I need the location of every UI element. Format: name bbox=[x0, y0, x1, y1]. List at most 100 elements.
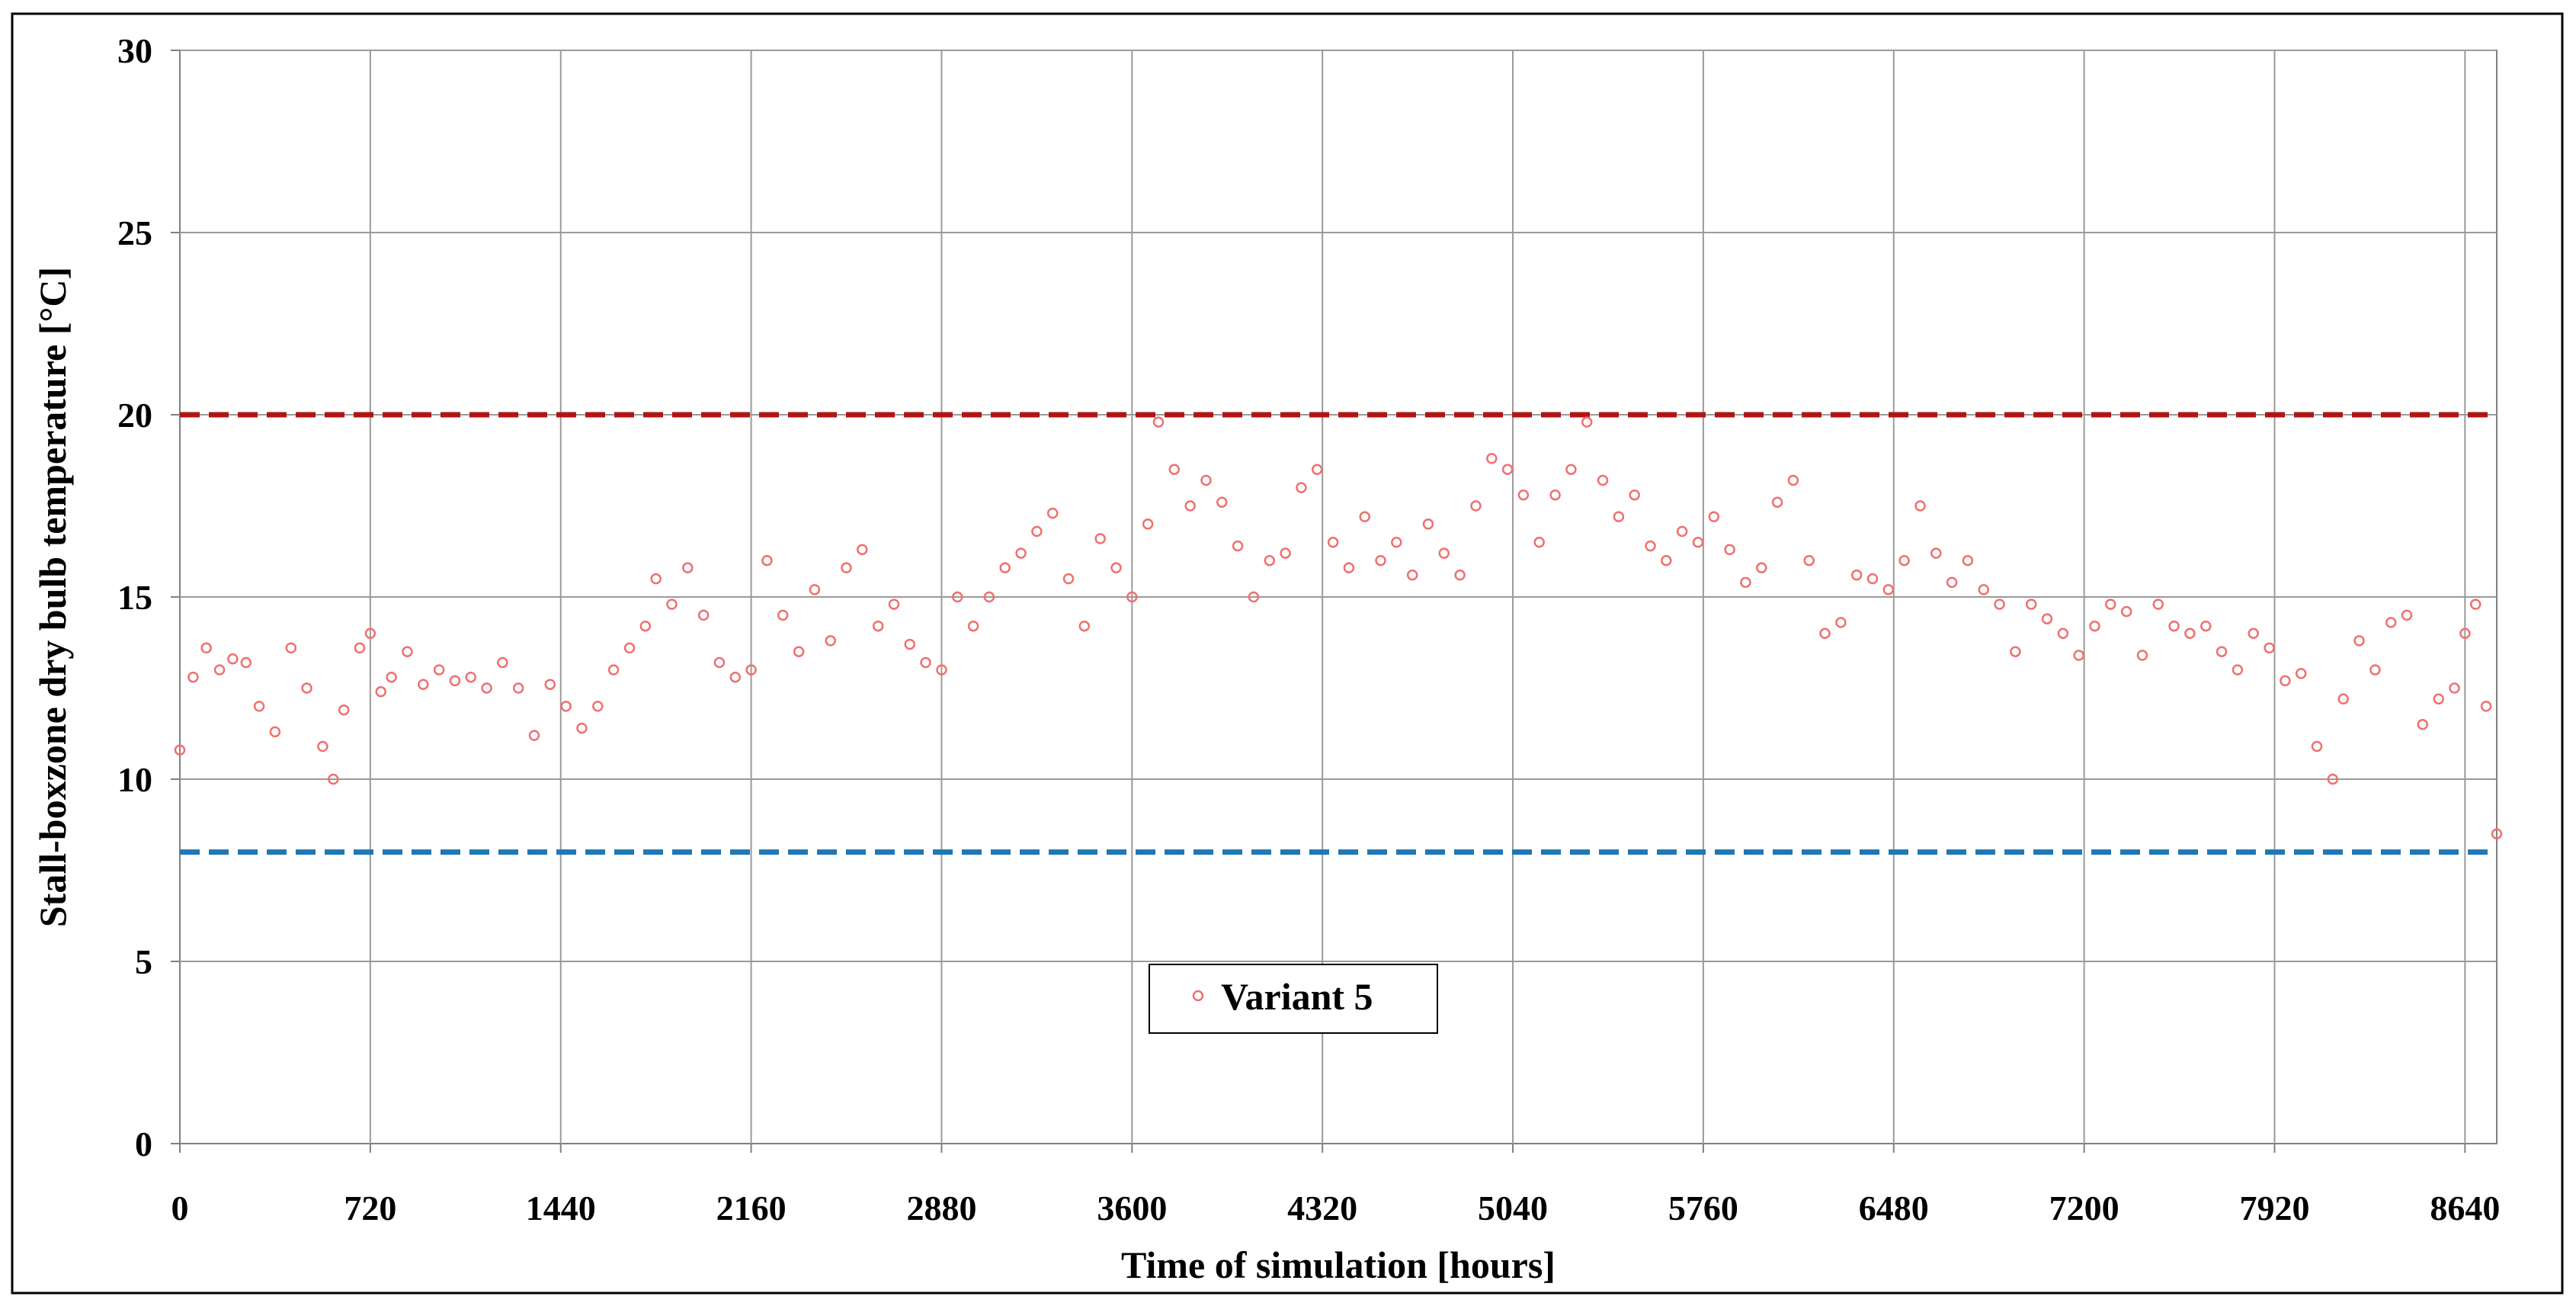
data-point bbox=[2311, 740, 2323, 752]
data-point bbox=[1549, 489, 1561, 501]
data-point bbox=[650, 573, 662, 585]
data-point bbox=[809, 584, 821, 595]
data-point bbox=[1882, 584, 1895, 595]
y-tick-label: 10 bbox=[117, 760, 152, 799]
data-point bbox=[2459, 627, 2471, 640]
data-point bbox=[857, 544, 868, 556]
data-point bbox=[465, 671, 476, 683]
data-point bbox=[1676, 525, 1688, 537]
data-point bbox=[1692, 537, 1704, 548]
data-point bbox=[1565, 464, 1577, 475]
x-tick-label: 2160 bbox=[716, 1189, 787, 1227]
data-point bbox=[338, 704, 350, 716]
data-point bbox=[1613, 511, 1625, 523]
data-point bbox=[1581, 416, 1593, 428]
data-point bbox=[1629, 489, 1640, 501]
data-point bbox=[1311, 464, 1323, 475]
data-point bbox=[2385, 617, 2397, 628]
data-point bbox=[1152, 416, 1165, 428]
x-axis-title: Time of simulation [hours] bbox=[1121, 1243, 1556, 1286]
data-point bbox=[2120, 605, 2132, 618]
data-point bbox=[1724, 544, 1735, 556]
data-point bbox=[1962, 554, 1974, 566]
data-point bbox=[1501, 464, 1514, 475]
legend-marker bbox=[1192, 990, 1204, 1002]
data-point bbox=[497, 656, 508, 669]
data-point bbox=[999, 562, 1011, 574]
data-point bbox=[2089, 620, 2100, 632]
data-point bbox=[1094, 533, 1106, 544]
data-point bbox=[2353, 635, 2365, 647]
data-point bbox=[213, 664, 226, 675]
data-point bbox=[1200, 474, 1212, 486]
data-point bbox=[187, 671, 199, 683]
data-point bbox=[1597, 474, 1609, 486]
data-point bbox=[1866, 573, 1879, 585]
data-point bbox=[607, 664, 620, 675]
data-point bbox=[301, 682, 312, 694]
data-point bbox=[1184, 500, 1196, 512]
data-point bbox=[2200, 620, 2212, 632]
reference-lines bbox=[180, 412, 2497, 855]
data-point bbox=[1264, 554, 1276, 566]
data-point bbox=[2041, 613, 2053, 624]
data-point bbox=[729, 671, 742, 683]
x-tick-label: 4320 bbox=[1287, 1189, 1357, 1227]
x-axis-ticks: 0 720 1440 2160 2880 3600 4320 5040 5760 6480 7200… bbox=[171, 1144, 2500, 1227]
data-point bbox=[592, 701, 604, 712]
x-tick-label: 8640 bbox=[2430, 1189, 2500, 1227]
data-point bbox=[793, 646, 805, 657]
data-point bbox=[1787, 474, 1799, 486]
data-point bbox=[1031, 525, 1043, 537]
data-point bbox=[1375, 554, 1386, 566]
data-point bbox=[1327, 537, 1339, 548]
data-point bbox=[1771, 496, 1783, 508]
data-point bbox=[1914, 500, 1926, 512]
data-point bbox=[745, 664, 757, 675]
data-point bbox=[285, 642, 297, 654]
data-point bbox=[825, 635, 836, 647]
data-point bbox=[761, 554, 773, 566]
data-point bbox=[920, 656, 931, 669]
y-axis-ticks: 0 5 10 15 20 25 30 bbox=[117, 31, 180, 1163]
data-point bbox=[1994, 598, 2005, 610]
data-point bbox=[1645, 540, 1656, 552]
y-tick-label: 15 bbox=[117, 578, 152, 617]
data-point bbox=[560, 701, 572, 712]
data-point bbox=[1898, 554, 1910, 566]
x-tick-label: 2880 bbox=[906, 1189, 976, 1227]
data-point bbox=[2401, 609, 2413, 621]
data-point bbox=[1046, 507, 1059, 519]
y-tick-label: 25 bbox=[117, 213, 152, 252]
data-point bbox=[841, 562, 852, 574]
data-point bbox=[354, 642, 366, 654]
data-point bbox=[1422, 518, 1434, 530]
data-point bbox=[1454, 570, 1466, 581]
data-point bbox=[418, 679, 429, 690]
data-point bbox=[1391, 537, 1402, 548]
data-point bbox=[2337, 693, 2349, 705]
data-point bbox=[2136, 650, 2148, 661]
data-point bbox=[1740, 576, 1751, 589]
data-point bbox=[697, 609, 710, 621]
data-point bbox=[1708, 511, 1720, 523]
data-point bbox=[952, 591, 963, 603]
data-point bbox=[2184, 627, 2196, 640]
data-point bbox=[639, 620, 652, 632]
data-point bbox=[2073, 650, 2084, 661]
data-point bbox=[1946, 576, 1958, 589]
data-point bbox=[317, 740, 328, 752]
x-tick-label: 0 bbox=[171, 1189, 189, 1227]
y-tick-label: 30 bbox=[117, 31, 152, 70]
data-point bbox=[2327, 773, 2339, 785]
series-variant-5 bbox=[174, 416, 2503, 839]
data-point bbox=[1930, 547, 1942, 559]
data-point bbox=[1470, 500, 1482, 512]
x-tick-label: 5760 bbox=[1668, 1189, 1738, 1227]
data-point bbox=[200, 642, 212, 654]
data-point bbox=[2025, 598, 2037, 610]
data-point bbox=[269, 726, 281, 738]
data-point bbox=[2264, 642, 2275, 654]
data-point bbox=[1062, 573, 1075, 585]
